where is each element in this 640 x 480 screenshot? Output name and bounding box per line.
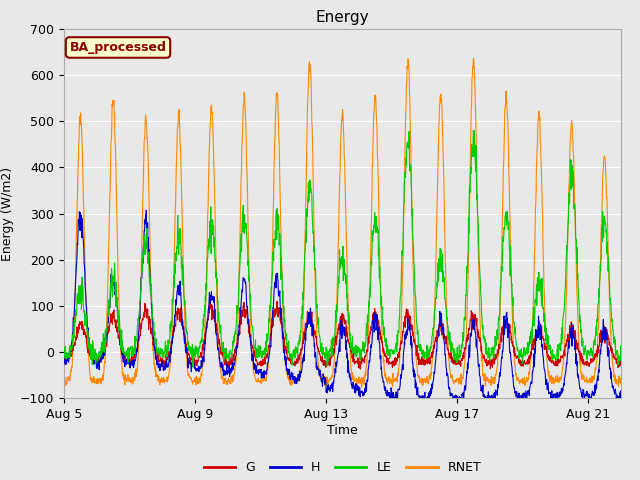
Text: BA_processed: BA_processed — [70, 41, 166, 54]
Legend: G, H, LE, RNET: G, H, LE, RNET — [198, 456, 486, 480]
Y-axis label: Energy (W/m2): Energy (W/m2) — [1, 167, 14, 261]
X-axis label: Time: Time — [327, 424, 358, 437]
Title: Energy: Energy — [316, 10, 369, 25]
